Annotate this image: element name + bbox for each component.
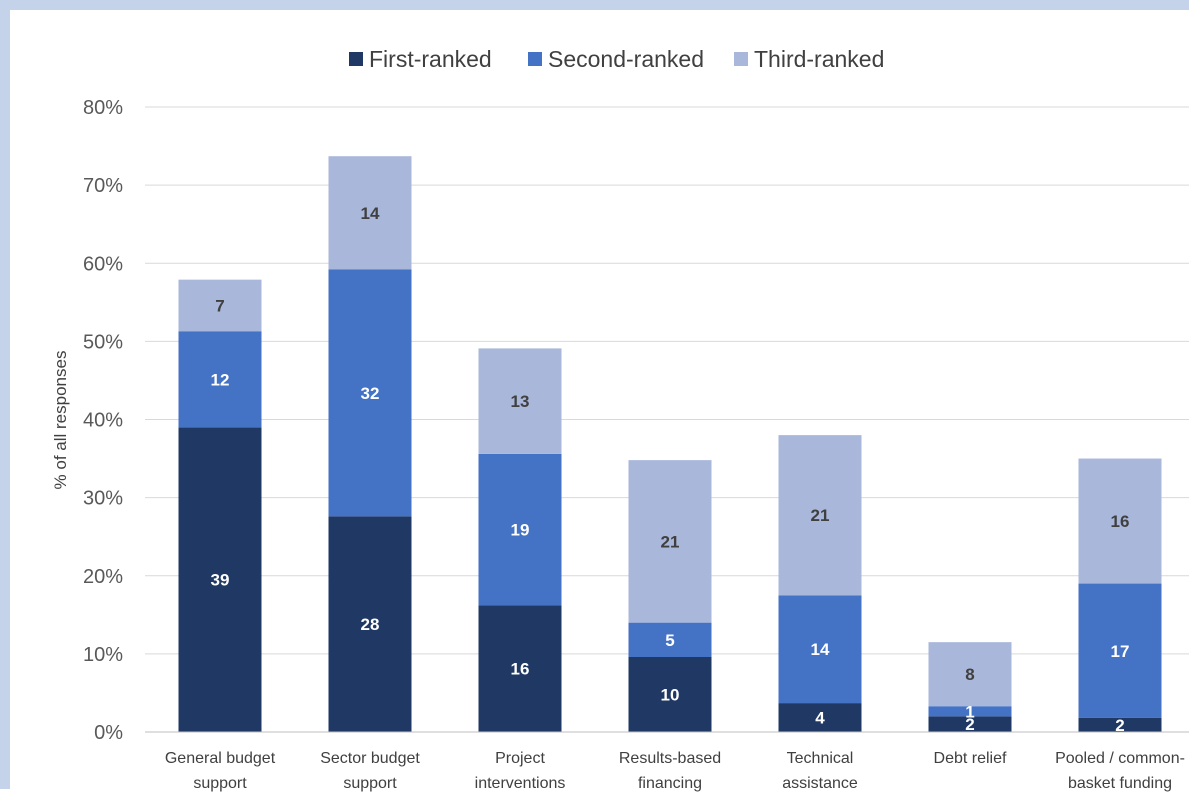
- bar-segment: [928, 706, 1012, 717]
- bar-segment: [328, 516, 412, 732]
- axes: 0% 10% 20% 30% 40% 50% 60% 70% 80% General budget…: [83, 97, 1189, 792]
- bar-segment: [328, 156, 412, 270]
- y-tick-label: 30%: [83, 488, 123, 510]
- bar-segment: [628, 657, 712, 732]
- y-tick-label: 20%: [83, 566, 123, 588]
- bar-segment: [1078, 583, 1162, 718]
- legend: First-ranked Second-ranked Third-ranked: [349, 46, 884, 72]
- x-tick-label: Pooled / common-: [1055, 750, 1185, 767]
- data-label: 14: [361, 204, 380, 223]
- bars: [178, 156, 1162, 732]
- bar-segment: [178, 427, 262, 732]
- legend-label: Third-ranked: [754, 46, 884, 72]
- data-label: 7: [215, 296, 224, 315]
- y-tick-label: 70%: [83, 175, 123, 197]
- bar-segment: [328, 269, 412, 517]
- x-tick-label: Project: [495, 750, 545, 767]
- data-label: 28: [361, 615, 380, 634]
- bar-segment: [778, 595, 862, 704]
- legend-swatch: [349, 52, 363, 66]
- data-label: 14: [811, 640, 830, 659]
- data-label: 13: [511, 392, 530, 411]
- bar-segment: [178, 279, 262, 332]
- bar-segment: [1078, 458, 1162, 584]
- y-tick-label: 80%: [83, 97, 123, 119]
- bar-segment: [478, 453, 562, 606]
- bar-segment: [628, 460, 712, 623]
- bar-segment: [928, 642, 1012, 707]
- bar-segment: [628, 622, 712, 657]
- bar-segment: [1078, 717, 1162, 732]
- y-tick-label: 60%: [83, 253, 123, 275]
- data-label: 39: [211, 571, 230, 590]
- x-tick-label: Debt relief: [934, 750, 1007, 767]
- x-tick-label: Sector budget: [320, 750, 420, 767]
- y-tick-label: 0%: [94, 722, 123, 744]
- bar-segment: [778, 435, 862, 596]
- x-tick-label: support: [343, 775, 397, 792]
- data-label: 21: [661, 532, 680, 551]
- data-label: 16: [511, 660, 530, 679]
- bar-segment: [928, 716, 1012, 732]
- data-label: 4: [815, 709, 825, 728]
- data-label: 32: [361, 384, 380, 403]
- data-label: 2: [965, 715, 974, 734]
- data-label: 19: [511, 521, 530, 540]
- data-label: 5: [665, 631, 674, 650]
- x-tick-label: Results-based: [619, 750, 721, 767]
- data-label: 2: [1115, 716, 1124, 735]
- x-tick-label: support: [193, 775, 247, 792]
- bar-segment: [478, 348, 562, 454]
- y-tick-label: 50%: [83, 331, 123, 353]
- data-label: 16: [1111, 512, 1130, 531]
- y-tick-label: 10%: [83, 644, 123, 666]
- x-tick-label: assistance: [782, 775, 858, 792]
- y-tick-label: 40%: [83, 410, 123, 432]
- data-label: 8: [965, 665, 974, 684]
- data-label: 21: [811, 506, 830, 525]
- bar-segment: [178, 331, 262, 428]
- y-axis-label: % of all responses: [51, 351, 70, 490]
- x-tick-label: financing: [638, 775, 702, 792]
- legend-label: First-ranked: [369, 46, 492, 72]
- data-label: 12: [211, 370, 230, 389]
- bar-segment: [778, 703, 862, 732]
- x-tick-label: General budget: [165, 750, 276, 767]
- legend-swatch: [528, 52, 542, 66]
- data-label: 1: [965, 702, 974, 721]
- data-label: 17: [1111, 642, 1130, 661]
- data-label: 10: [661, 686, 680, 705]
- x-tick-label: basket funding: [1068, 775, 1172, 792]
- legend-label: Second-ranked: [548, 46, 704, 72]
- x-tick-label: Technical: [787, 750, 854, 767]
- x-tick-label: interventions: [475, 775, 566, 792]
- bar-segment: [478, 605, 562, 732]
- legend-swatch: [734, 52, 748, 66]
